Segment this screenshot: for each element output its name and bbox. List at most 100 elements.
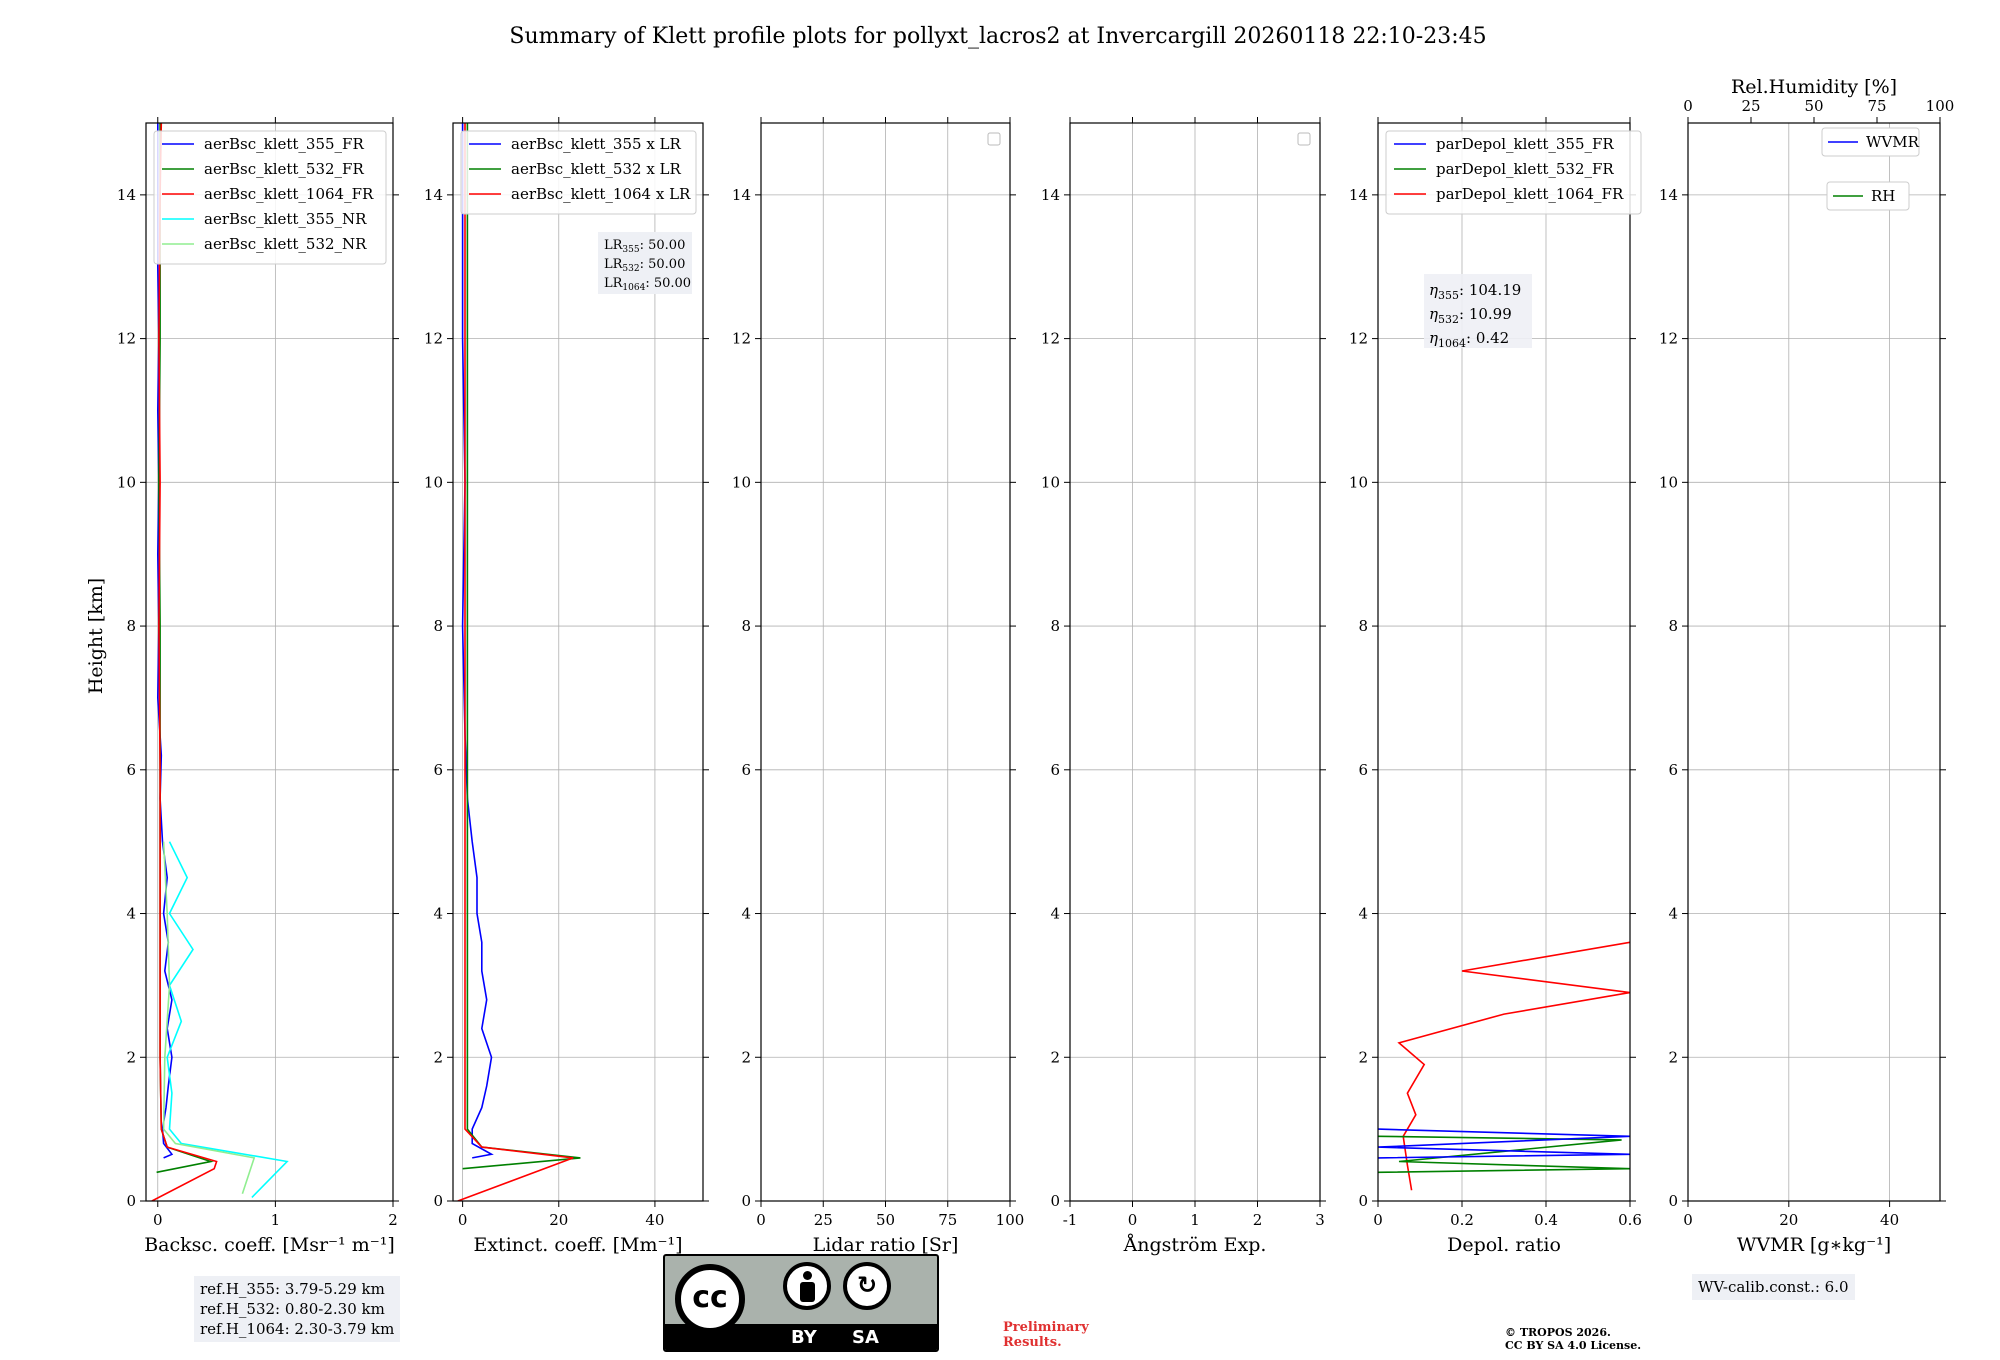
- x-tick-label: 2: [1253, 1211, 1263, 1229]
- sa-share-alike-icon: ↻: [843, 1262, 891, 1310]
- cc-license-badge: cc ↻ BY SA: [663, 1254, 939, 1352]
- y-tick-label: 10: [1349, 473, 1368, 491]
- y-tick-label: 12: [1659, 330, 1678, 348]
- y-tick-label: 10: [1041, 473, 1060, 491]
- y-tick-label: 4: [126, 905, 136, 923]
- y-tick-label: 6: [126, 761, 136, 779]
- preliminary-line2: Results.: [1003, 1335, 1062, 1350]
- top-x-tick-label: 75: [1867, 97, 1886, 115]
- y-tick-label: 6: [433, 761, 443, 779]
- x-tick-label: 0: [153, 1211, 163, 1229]
- lr-label: LR355: 50.00: [604, 238, 685, 255]
- ref-height-532: ref.H_532: 0.80-2.30 km: [200, 1300, 385, 1318]
- y-tick-label: 0: [1050, 1192, 1060, 1210]
- copyright-line1: © TROPOS 2026.: [1505, 1326, 1611, 1339]
- y-tick-label: 4: [741, 905, 751, 923]
- y-tick-label: 12: [117, 330, 136, 348]
- x-tick-label: 0: [1373, 1211, 1383, 1229]
- series-group: [151, 123, 289, 1201]
- x-axis-label: Backsc. coeff. [Msr⁻¹ m⁻¹]: [144, 1234, 395, 1256]
- top-x-tick-label: 0: [1683, 97, 1693, 115]
- x-tick-label: 3: [1315, 1211, 1325, 1229]
- by-label: BY: [791, 1327, 817, 1348]
- plot-frame: [1687, 122, 1941, 1202]
- y-tick-label: 2: [433, 1048, 443, 1066]
- top-x-tick-label: 25: [1741, 97, 1760, 115]
- legend-label: aerBsc_klett_355 x LR: [511, 135, 682, 153]
- panel-lr: 0 2 4 6 8 10 12 14 0 25 50 75 100 Lidar ratio [Sr]: [732, 117, 1024, 1256]
- y-tick-label: 8: [1358, 617, 1368, 635]
- plot-frame: [452, 122, 704, 1202]
- x-tick-label: -1: [1063, 1211, 1078, 1229]
- x-tick-label: 100: [996, 1211, 1025, 1229]
- y-tick-label: 8: [1668, 617, 1678, 635]
- x-tick-label: 1: [1190, 1211, 1200, 1229]
- by-person-icon: [783, 1262, 831, 1310]
- legend-box: [1385, 130, 1642, 215]
- x-tick-label: 0: [458, 1211, 468, 1229]
- y-tick-label: 6: [1050, 761, 1060, 779]
- legend-label: RH: [1871, 187, 1895, 205]
- y-tick-label: 2: [126, 1048, 136, 1066]
- legend-label: WVMR: [1866, 133, 1920, 151]
- legend-label: aerBsc_klett_355_FR: [204, 135, 364, 153]
- series-line-aerBsc_klett_355_NR: [166, 841, 289, 1198]
- panel-dep: 0 2 4 6 8 10 12 14 0 0.2 0.4 0.6 Depol. ratio parDepo…: [1349, 117, 1642, 1256]
- y-tick-label: 4: [1358, 905, 1368, 923]
- empty-legend-box: [1297, 132, 1311, 146]
- series-line-aerBsc_klett_355_FR: [156, 123, 174, 1159]
- legend-label: aerBsc_klett_355_NR: [204, 210, 367, 228]
- y-tick-label: 12: [424, 330, 443, 348]
- y-tick-label: 14: [424, 186, 443, 204]
- legend-label: aerBsc_klett_532_FR: [204, 160, 364, 178]
- plot-frame: [1377, 122, 1631, 1202]
- legend-box: [460, 130, 697, 215]
- y-tick-label: 6: [1358, 761, 1368, 779]
- sa-label: SA: [852, 1327, 879, 1348]
- series-line-aerBsc_klett_532 x LR: [462, 123, 581, 1170]
- top-x-tick-label: 50: [1804, 97, 1823, 115]
- x-tick-label: 2: [388, 1211, 398, 1229]
- y-tick-label: 14: [1041, 186, 1060, 204]
- x-tick-label: 20: [1779, 1211, 1798, 1229]
- y-tick-label: 8: [126, 617, 136, 635]
- y-tick-label: 12: [1349, 330, 1368, 348]
- top-x-axis-label: Rel.Humidity [%]: [1731, 76, 1897, 98]
- x-axis-label: Depol. ratio: [1447, 1234, 1561, 1256]
- x-tick-label: 0.4: [1534, 1211, 1558, 1229]
- plot-frame: [145, 122, 394, 1202]
- eta-label: η532: 10.99: [1429, 305, 1512, 326]
- legend-box: [1826, 181, 1910, 211]
- y-tick-label: 6: [1668, 761, 1678, 779]
- wv-calib-box: WV-calib.const.: 6.0: [1692, 1274, 1855, 1300]
- y-tick-label: 0: [741, 1192, 751, 1210]
- y-tick-label: 12: [1041, 330, 1060, 348]
- panel-wv: 0 2 4 6 8 10 12 14 0 20 40 0 25 50 75 100 Rel.Humidity […: [1659, 76, 1954, 1256]
- x-tick-label: 40: [645, 1211, 664, 1229]
- legend-box: [1821, 127, 1920, 157]
- y-tick-label: 10: [424, 473, 443, 491]
- y-tick-label: 0: [1358, 1192, 1368, 1210]
- y-tick-label: 10: [1659, 473, 1678, 491]
- y-tick-label: 14: [1349, 186, 1368, 204]
- series-line-aerBsc_klett_1064_FR: [151, 123, 218, 1201]
- top-x-tick-label: 100: [1926, 97, 1955, 115]
- y-tick-label: 10: [732, 473, 751, 491]
- y-tick-label: 6: [741, 761, 751, 779]
- series-line-aerBsc_klett_532_NR: [162, 841, 256, 1195]
- y-tick-label: 10: [117, 473, 136, 491]
- ref-height-355: ref.H_355: 3.79-5.29 km: [200, 1280, 385, 1298]
- legend-label: parDepol_klett_355_FR: [1436, 135, 1614, 153]
- preliminary-line1: Preliminary: [1003, 1320, 1089, 1335]
- x-tick-label: 0.2: [1450, 1211, 1474, 1229]
- x-axis-label: WVMR [g∗kg⁻¹]: [1737, 1234, 1891, 1256]
- y-tick-label: 2: [1358, 1048, 1368, 1066]
- y-tick-label: 2: [1668, 1048, 1678, 1066]
- y-tick-label: 0: [126, 1192, 136, 1210]
- x-tick-label: 20: [549, 1211, 568, 1229]
- legend-box: [153, 130, 387, 265]
- x-axis-label: Lidar ratio [Sr]: [813, 1234, 959, 1256]
- y-tick-label: 4: [1050, 905, 1060, 923]
